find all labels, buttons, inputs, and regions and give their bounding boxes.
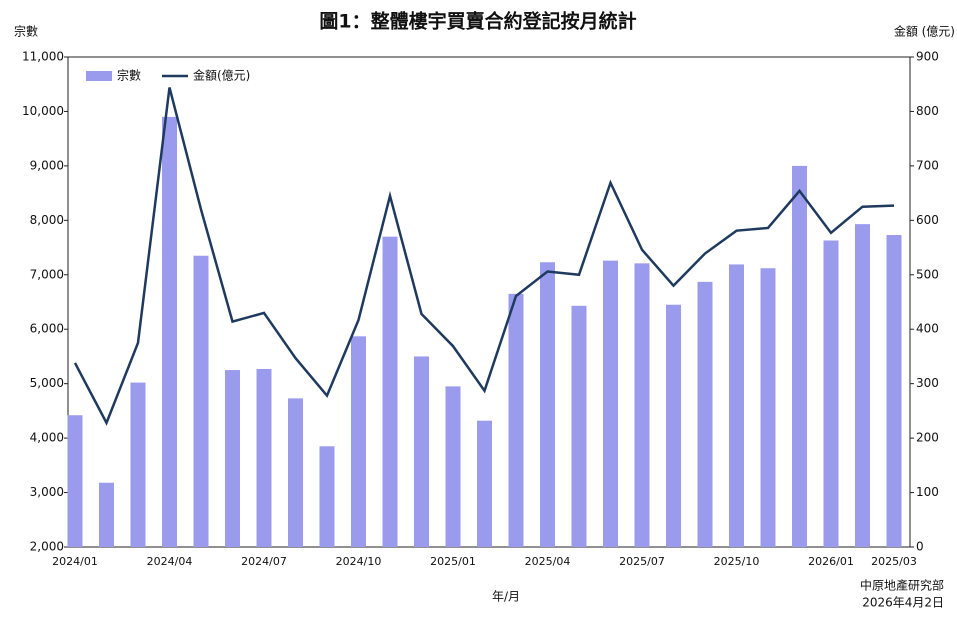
bar: [760, 268, 776, 547]
y-tick-label: 9,000: [30, 158, 64, 172]
bar: [256, 368, 272, 547]
bar: [99, 482, 114, 547]
legend-swatch: [86, 71, 112, 81]
bar: [603, 260, 618, 547]
bar: [634, 263, 650, 547]
x-tick-label: 2026/01: [808, 555, 854, 568]
y2-tick-label: 300: [916, 376, 939, 390]
x-tick-label: 2025/04: [525, 555, 571, 568]
x-tick-label: 2024/07: [241, 555, 287, 568]
x-axis-title: 年/月: [492, 590, 520, 604]
y2-axis-title: 金額 (億元): [894, 24, 955, 39]
y-tick-label: 7,000: [30, 267, 64, 281]
bar: [666, 304, 681, 547]
bar: [508, 293, 524, 547]
x-tick-label: 2024/04: [147, 555, 193, 568]
bar: [414, 356, 429, 547]
bar: [288, 398, 303, 547]
y-tick-label: 5,000: [30, 376, 64, 390]
bar: [729, 264, 744, 547]
bar: [792, 165, 807, 547]
bar: [193, 255, 209, 547]
bar: [823, 240, 839, 547]
y-tick-label: 6,000: [30, 322, 64, 336]
bar: [382, 236, 398, 547]
bar: [130, 382, 146, 547]
bar: [855, 224, 870, 547]
chart-title: 圖1：整體樓宇買賣合約登記按月統計: [319, 10, 636, 33]
bar: [162, 116, 177, 547]
x-tick-label: 2025/01: [430, 555, 476, 568]
y-axis-title: 宗數: [14, 24, 38, 39]
x-tick-label: 2025/07: [619, 555, 665, 568]
source: 中原地產研究部: [860, 578, 944, 593]
bar: [886, 235, 902, 548]
y-tick-label: 2,000: [30, 540, 64, 554]
x-tick-label: 2025/10: [714, 555, 760, 568]
y2-tick-label: 500: [916, 267, 939, 281]
bar: [351, 336, 366, 547]
y2-tick-label: 900: [916, 50, 939, 64]
x-tick-label: 2024/01: [52, 555, 98, 568]
bar: [477, 420, 492, 547]
x-tick-label: 2024/10: [336, 555, 382, 568]
y2-tick-label: 600: [916, 213, 939, 227]
bar: [319, 446, 335, 547]
y-tick-label: 3,000: [30, 485, 64, 499]
y2-tick-label: 800: [916, 104, 939, 118]
date: 2026年4月2日: [862, 596, 944, 610]
y-tick-label: 10,000: [22, 104, 64, 118]
y2-tick-label: 100: [916, 485, 939, 499]
bar: [697, 281, 713, 547]
y2-tick-label: 200: [916, 431, 939, 445]
y-tick-label: 11,000: [22, 50, 64, 64]
bar: [445, 386, 461, 547]
y-tick-label: 8,000: [30, 213, 64, 227]
x-tick-label: 2025/03: [871, 555, 917, 568]
y2-tick-label: 0: [916, 540, 924, 554]
y-tick-label: 4,000: [30, 431, 64, 445]
y2-tick-label: 700: [916, 158, 939, 172]
legend-label: 宗數: [117, 68, 141, 83]
legend-label: 金額(億元): [193, 68, 250, 83]
bar: [540, 262, 555, 547]
bar: [67, 415, 83, 547]
bar: [225, 370, 240, 547]
line: [73, 87, 895, 426]
y2-tick-label: 400: [916, 322, 939, 336]
bar: [571, 305, 587, 547]
